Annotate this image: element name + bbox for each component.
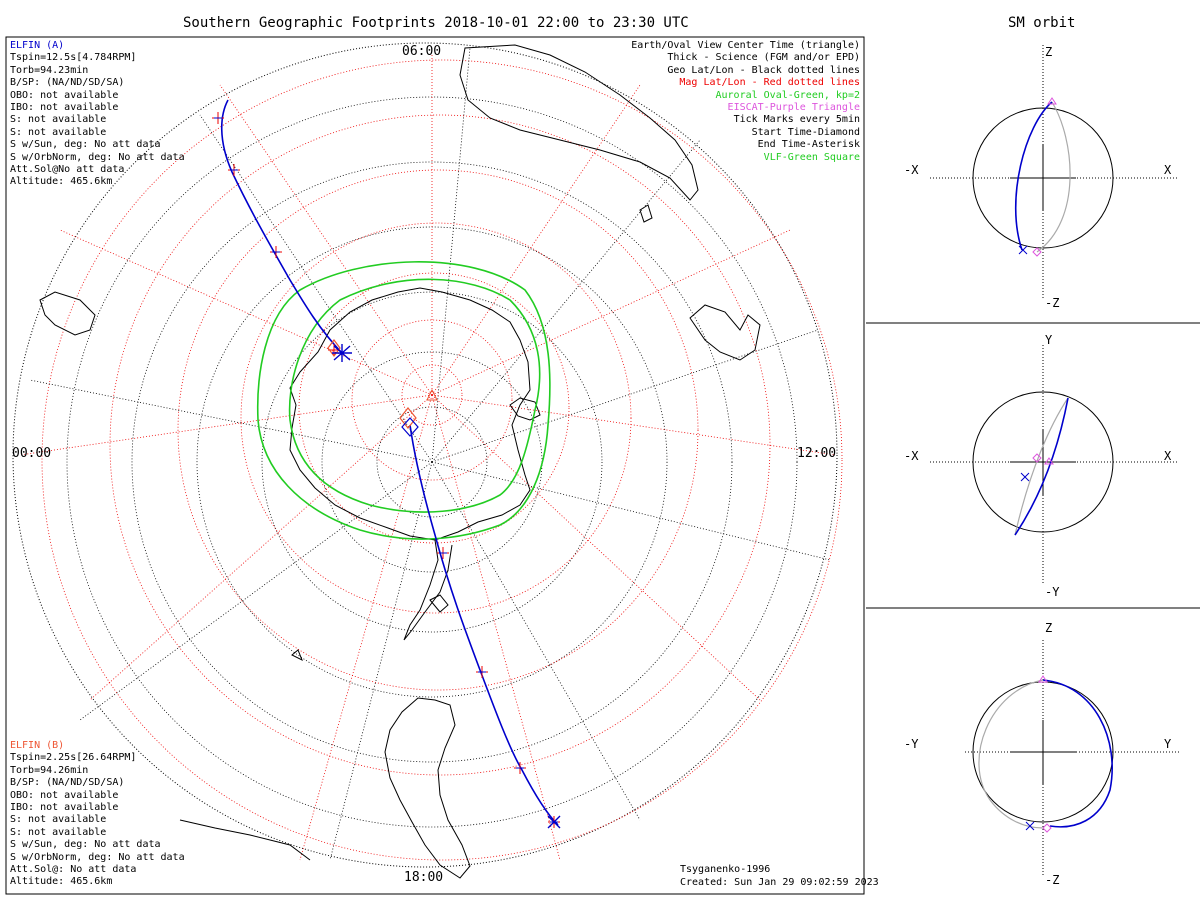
orbit-yz-left: -Y [904, 737, 919, 751]
elfin-b-line: Att.Sol@: No att data [10, 864, 137, 875]
time-label-06: 06:00 [402, 44, 442, 59]
elfin-a-line: S: not available [10, 126, 107, 138]
end-asterisks [332, 344, 561, 829]
view-center-triangle [426, 388, 438, 401]
orbit-xy-left: -X [904, 449, 919, 463]
elfin-a-line: Att.Sol@No att data [10, 164, 125, 175]
elfin-a-line: S w/OrbNorm, deg: No att data [10, 151, 185, 163]
elfin-b-line: S w/Sun, deg: No att data [10, 839, 161, 851]
elfin-a-line: S: not available [10, 114, 107, 126]
elfin-a-line: Altitude: 465.6km [10, 176, 113, 188]
legend-item: Mag Lat/Lon - Red dotted lines [679, 77, 860, 89]
australia-coastline [689, 304, 761, 361]
mag-meridians [19, 55, 836, 861]
africa-coastline [459, 44, 699, 201]
elfin-a-line: S w/Sun, deg: No att data [10, 139, 161, 151]
south-america-coastline [384, 697, 471, 879]
legend-item: VLF-Green Square [763, 151, 860, 163]
elfin-a-line: IBO: not available [10, 102, 119, 113]
map-title: Southern Geographic Footprints 2018-10-0… [183, 15, 689, 31]
orbit-title: SM orbit [1008, 15, 1076, 31]
start-diamonds [327, 339, 419, 437]
orbit-xy-bottom: -Y [1045, 585, 1060, 599]
orbit-yz-bottom: -Z [1045, 873, 1060, 887]
model-label: Tsyganenko-1996 [680, 864, 771, 875]
track-tick-marks-blue [214, 117, 558, 823]
time-label-00: 00:00 [12, 446, 52, 461]
elfin-a-line: Tspin=12.5s[4.784RPM] [10, 52, 137, 64]
legend-item: EISCAT-Purple Triangle [727, 102, 860, 113]
elfin-b-line: S: not available [10, 814, 107, 826]
orbit-plot-xy [930, 345, 1178, 585]
elfin-b-line: Torb=94.26min [10, 764, 89, 776]
orbit-xz-left: -X [904, 163, 919, 177]
orbit-plot-xz [930, 45, 1178, 300]
auroral-ovals [256, 261, 551, 540]
time-label-18: 18:00 [404, 870, 444, 885]
horizon-circle [12, 42, 838, 868]
time-label-12: 12:00 [797, 446, 837, 461]
elfin-b-line: S w/OrbNorm, deg: No att data [10, 851, 185, 863]
legend-item: Earth/Oval View Center Time (triangle) [631, 40, 860, 51]
elfin-b-line: B/SP: (NA/ND/SD/SA) [10, 777, 125, 789]
elfin-b-line: Altitude: 465.6km [10, 876, 113, 888]
islands [291, 204, 653, 662]
created-label: Created: Sun Jan 29 09:02:59 2023 [680, 877, 879, 888]
geo-meridians [29, 47, 831, 861]
elfin-a-footprint-track [220, 99, 559, 826]
legend-item: Geo Lat/Lon - Black dotted lines [667, 64, 860, 76]
auroral-oval-inner [288, 278, 541, 513]
orbit-xz-right: X [1164, 163, 1172, 177]
orbit-plot-yz [965, 640, 1180, 875]
orbit-yz-right: Y [1164, 737, 1172, 751]
elfin-a-line: B/SP: (NA/ND/SD/SA) [10, 77, 125, 89]
elfin-b-line: IBO: not available [10, 802, 119, 813]
antarctica-coastline [289, 287, 531, 541]
elfin-b-line: OBO: not available [10, 789, 119, 801]
elfin-b-line: Tspin=2.25s[26.64RPM] [10, 752, 137, 764]
orbit-xy-top: Y [1045, 333, 1053, 347]
orbit-xz-bottom: -Z [1045, 296, 1060, 310]
orbit-xz-top: Z [1045, 45, 1053, 59]
nz-coastline [509, 397, 541, 421]
elfin-a-line: Torb=94.23min [10, 64, 89, 76]
west-landmass-coastline [39, 291, 96, 336]
orbit-yz-top: Z [1045, 621, 1053, 635]
peninsula-coastline [403, 539, 453, 641]
elfin-a-name: ELFIN (A) [10, 40, 65, 51]
elfin-b-line: S: not available [10, 826, 107, 838]
legend-item: Thick - Science (FGM and/or EPD) [667, 52, 860, 64]
mag-lat-circles [41, 59, 843, 861]
legend-item: Start Time-Diamond [751, 126, 860, 138]
auroral-oval-outer [256, 261, 551, 540]
orbit-xy-right: X [1164, 449, 1172, 463]
legend-item: End Time-Asterisk [757, 139, 860, 151]
southwest-coastline [179, 819, 311, 861]
map-frame [5, 36, 865, 895]
elfin-a-line: OBO: not available [10, 89, 119, 101]
coastlines [39, 44, 761, 879]
legend-item: Auroral Oval-Green, kp=2 [715, 89, 861, 101]
elfin-b-name: ELFIN (B) [10, 740, 65, 751]
legend-item: Tick Marks every 5min [733, 114, 860, 126]
